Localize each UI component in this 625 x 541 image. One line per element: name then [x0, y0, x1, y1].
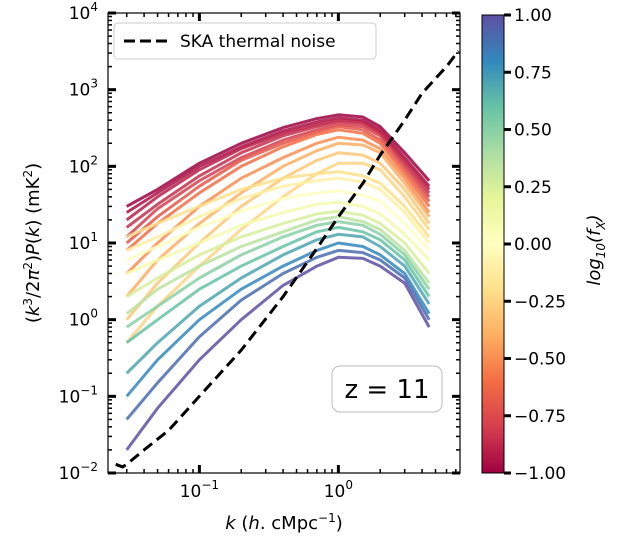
- model-curve: [126, 170, 431, 239]
- y-tick-label: 10−2: [59, 460, 98, 484]
- colorbar-tick-label: 0.25: [514, 178, 552, 198]
- annotation-text: z = 11: [344, 375, 429, 405]
- colorbar-tick-label: 0.00: [514, 235, 552, 255]
- y-axis: 10−2 10−1 100 101 102 103 104: [59, 0, 460, 484]
- colorbar-tick-label: −0.25: [514, 292, 566, 312]
- model-curves: [125, 113, 431, 451]
- model-curve: [126, 200, 431, 275]
- colorbar-tick-label: 0.75: [514, 63, 552, 83]
- y-tick-label: 100: [69, 307, 98, 331]
- model-curve: [125, 113, 431, 208]
- x-tick-label: 10−1: [180, 478, 219, 502]
- model-curve: [125, 128, 431, 252]
- model-curve: [126, 189, 431, 262]
- y-axis-label: (k3/2π2)P(k) (mK2): [21, 163, 44, 323]
- model-curve: [125, 255, 431, 451]
- model-curve: [125, 248, 431, 421]
- colorbar-tick-label: −0.50: [514, 350, 566, 370]
- model-curve: [125, 125, 431, 245]
- y-tick-label: 104: [69, 0, 98, 24]
- model-curve: [125, 215, 431, 315]
- colorbar-tick-label: −1.00: [514, 464, 566, 484]
- colorbar-tick-label: −0.75: [514, 407, 566, 427]
- legend-box: [113, 22, 377, 60]
- model-curve: [125, 220, 431, 329]
- model-curve: [125, 151, 431, 321]
- x-axis: 10−1 100: [125, 13, 457, 502]
- y-tick-label: 102: [69, 153, 98, 177]
- legend: SKA thermal noise: [113, 22, 377, 60]
- colorbar-label: log10(fX): [584, 214, 608, 285]
- y-tick-label: 10−1: [59, 383, 98, 407]
- noise-curve-layer: [115, 49, 460, 469]
- model-curve: [125, 141, 431, 298]
- annotation-box: [331, 365, 443, 413]
- colorbar: [481, 14, 505, 474]
- y-tick-label: 103: [69, 77, 98, 101]
- redshift-annotation: z = 11: [331, 365, 443, 413]
- x-tick-label: 100: [324, 478, 353, 502]
- model-curve: [125, 209, 431, 298]
- y-tick-label: 101: [69, 230, 98, 254]
- model-curve: [125, 116, 431, 214]
- colorbar-tick-label: 0.50: [514, 121, 552, 141]
- legend-label: SKA thermal noise: [180, 32, 336, 52]
- model-curve: [125, 135, 431, 275]
- x-axis-label: k (h. cMpc−1): [225, 511, 343, 534]
- model-curve: [125, 232, 431, 375]
- colorbar-tick-label: 1.00: [514, 6, 552, 26]
- ska-noise-curve: [115, 49, 460, 469]
- model-curve: [126, 176, 431, 252]
- colorbar-ticks: 1.00 0.75 0.50 0.25 0.00 −0.25 −0.50 −0.75 −1.00: [504, 6, 566, 484]
- model-curve: [125, 225, 431, 344]
